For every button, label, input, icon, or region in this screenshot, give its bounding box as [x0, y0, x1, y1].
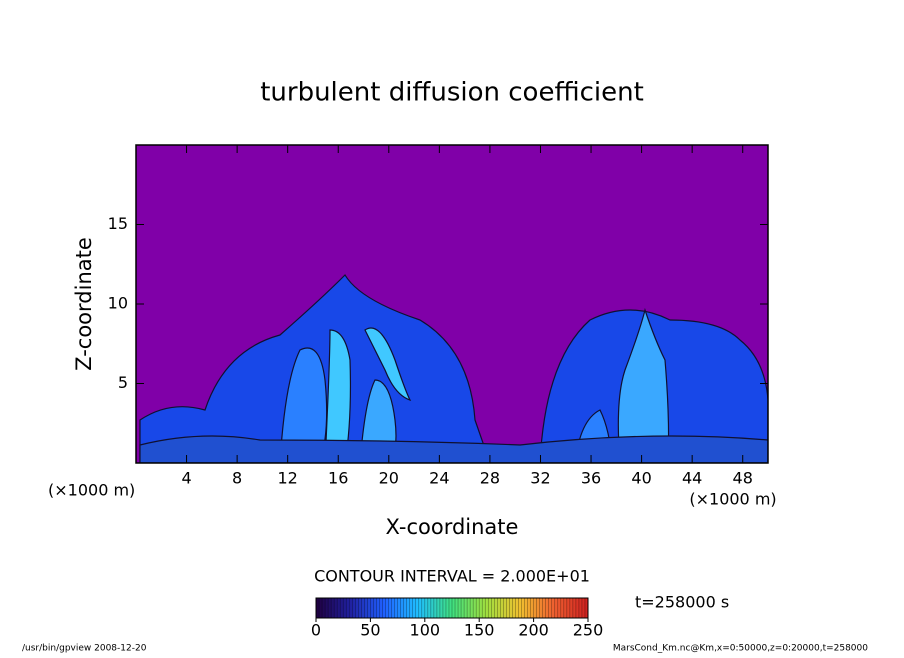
- x-tick-label: 48: [733, 469, 753, 488]
- colorbar-tick-label: 0: [311, 621, 321, 640]
- x-tick-label: 8: [232, 469, 242, 488]
- contour-field: [139, 274, 768, 463]
- contour-interval: CONTOUR INTERVAL = 2.000E+01: [314, 567, 590, 586]
- x-tick-label: 20: [379, 469, 399, 488]
- x-tick-label: 40: [631, 469, 651, 488]
- x-tick-label: 36: [581, 469, 601, 488]
- colorbar: [315, 597, 589, 619]
- x-tick-label: 28: [480, 469, 500, 488]
- y-tick-label: 10: [108, 294, 128, 313]
- colorbar-tick-label: 50: [360, 621, 380, 640]
- y-unit-label: (×1000 m): [689, 490, 776, 509]
- x-tick-label: 24: [429, 469, 449, 488]
- y-axis-label: Z-coordinate: [72, 237, 96, 371]
- x-tick-label: 32: [530, 469, 550, 488]
- y-tick-label: 15: [108, 214, 128, 233]
- colorbar-tick-label: 150: [464, 621, 495, 640]
- colorbar-tick-label: 200: [518, 621, 549, 640]
- colorbar-tick-label: 100: [410, 621, 441, 640]
- x-tick-label: 12: [278, 469, 298, 488]
- x-unit-label: (×1000 m): [48, 481, 135, 500]
- chart-title: turbulent diffusion coefficient: [260, 78, 644, 108]
- y-tick-label: 5: [118, 373, 128, 392]
- x-axis-label: X-coordinate: [386, 515, 519, 539]
- footer-right: MarsCond_Km.nc@Km,x=0:50000,z=0:20000,t=…: [613, 644, 868, 654]
- x-tick-label: 16: [328, 469, 348, 488]
- footer-left: /usr/bin/gpview 2008-12-20: [22, 644, 147, 654]
- colorbar-tick-label: 250: [573, 621, 604, 640]
- time-label: t=258000 s: [635, 593, 729, 612]
- x-tick-label: 44: [682, 469, 702, 488]
- x-tick-label: 4: [181, 469, 191, 488]
